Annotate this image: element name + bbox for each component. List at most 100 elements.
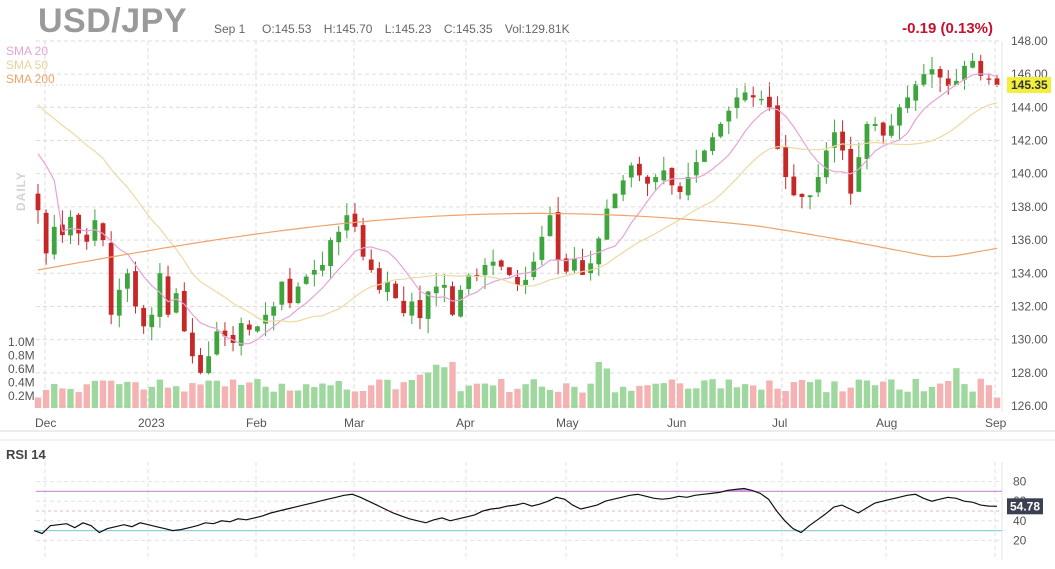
volume-bar [473,383,481,408]
price-tick-label: 136.00 [1011,233,1048,247]
candle-down [133,271,138,307]
x-tick-label: Mar [344,416,365,430]
x-tick-label: Sep [985,416,1007,430]
candle-down [767,96,772,108]
volume-bar [116,384,123,408]
volume-bar [961,384,968,408]
candle-up [531,261,537,277]
volume-bar [693,388,700,408]
volume-bar [871,385,879,408]
candle-up [523,279,529,285]
volume-bar [229,379,237,408]
legend-sma200[interactable]: SMA 200 [6,72,55,86]
candle-up [124,273,130,289]
candle-up [970,60,976,68]
x-tick-label: 2023 [138,416,165,430]
volume-bar [172,386,180,408]
volume-bar [441,367,448,408]
volume-bar [603,368,611,408]
candle-down [645,176,650,184]
candle-down [376,268,382,290]
volume-bar [189,383,196,408]
candle-up [51,226,57,255]
price-tick-label: 142.00 [1011,134,1048,148]
volume-bar [904,391,911,408]
candle-down [222,330,228,337]
volume-bar [880,381,887,408]
candle-up [571,258,577,271]
candle-down [945,78,951,86]
volume-bar [254,379,261,408]
volume-bar [498,379,505,408]
volume-bar [571,386,578,408]
volume-tick-label: 0.2M [8,389,35,403]
candle-up [905,97,911,109]
volume-bar [863,380,871,408]
candle-up [116,289,122,316]
candle-up [758,99,764,101]
candle-down [937,69,943,78]
legend-sma50[interactable]: SMA 50 [6,58,49,72]
volume-bar [433,364,440,408]
legend-sma20[interactable]: SMA 20 [6,44,49,58]
candle-up [385,281,390,293]
x-tick-label: Aug [876,416,897,430]
candle-down [840,131,845,151]
volume-bar [221,386,229,408]
close-value: C:145.35 [443,22,493,36]
volume-bar [343,389,351,408]
candle-up [710,137,715,152]
volume-bar [197,384,204,408]
volume-bar [538,386,546,408]
price-tick-label: 144.00 [1011,100,1048,114]
last-price-value: 145.35 [1011,78,1048,92]
candle-down [198,355,203,373]
price-change: -0.19 (0.13%) [902,20,993,37]
volume-bar [587,383,594,408]
candle-up [872,123,878,126]
candle-up [255,326,260,332]
volume-bar [945,381,952,408]
candle-down [506,267,512,275]
candle-up [815,177,821,193]
candle-up [547,215,553,237]
volume-bar [424,372,432,408]
candle-down [563,258,569,272]
volume-bar [392,389,399,408]
volume-bar [107,380,115,408]
volume-bar [262,386,269,408]
volume-bar [457,391,464,408]
volume-bar [489,385,497,408]
candle-down [677,186,683,192]
candle-up [628,165,634,178]
candle-up [238,323,244,346]
price-tick-label: 138.00 [1011,200,1048,214]
candle-up [206,356,212,374]
candle-down [43,212,49,254]
candle-up [336,231,342,243]
candle-up [604,208,610,240]
volume-bar [351,391,359,408]
candle-down [401,300,407,314]
volume-bar [213,380,220,408]
candle-up [832,132,837,148]
volume-bar [684,388,692,408]
candle-up [328,240,333,267]
candle-up [596,238,602,265]
volume-bar [709,379,716,408]
price-tick-label: 126.00 [1011,399,1048,413]
volume-tick-label: 0.8M [8,349,35,363]
volume-bar [75,392,82,408]
candle-down [986,78,992,80]
volume-bar [294,390,302,408]
candle-up [539,236,545,260]
candle-up [913,84,919,101]
volume-bar [286,390,294,408]
volume-bar [237,384,245,408]
volume-bar [749,385,757,408]
volume-bar [733,387,741,408]
volume-bar [912,378,919,408]
candle-up [734,97,740,108]
candle-up [311,269,317,275]
sma50-line [37,102,998,323]
